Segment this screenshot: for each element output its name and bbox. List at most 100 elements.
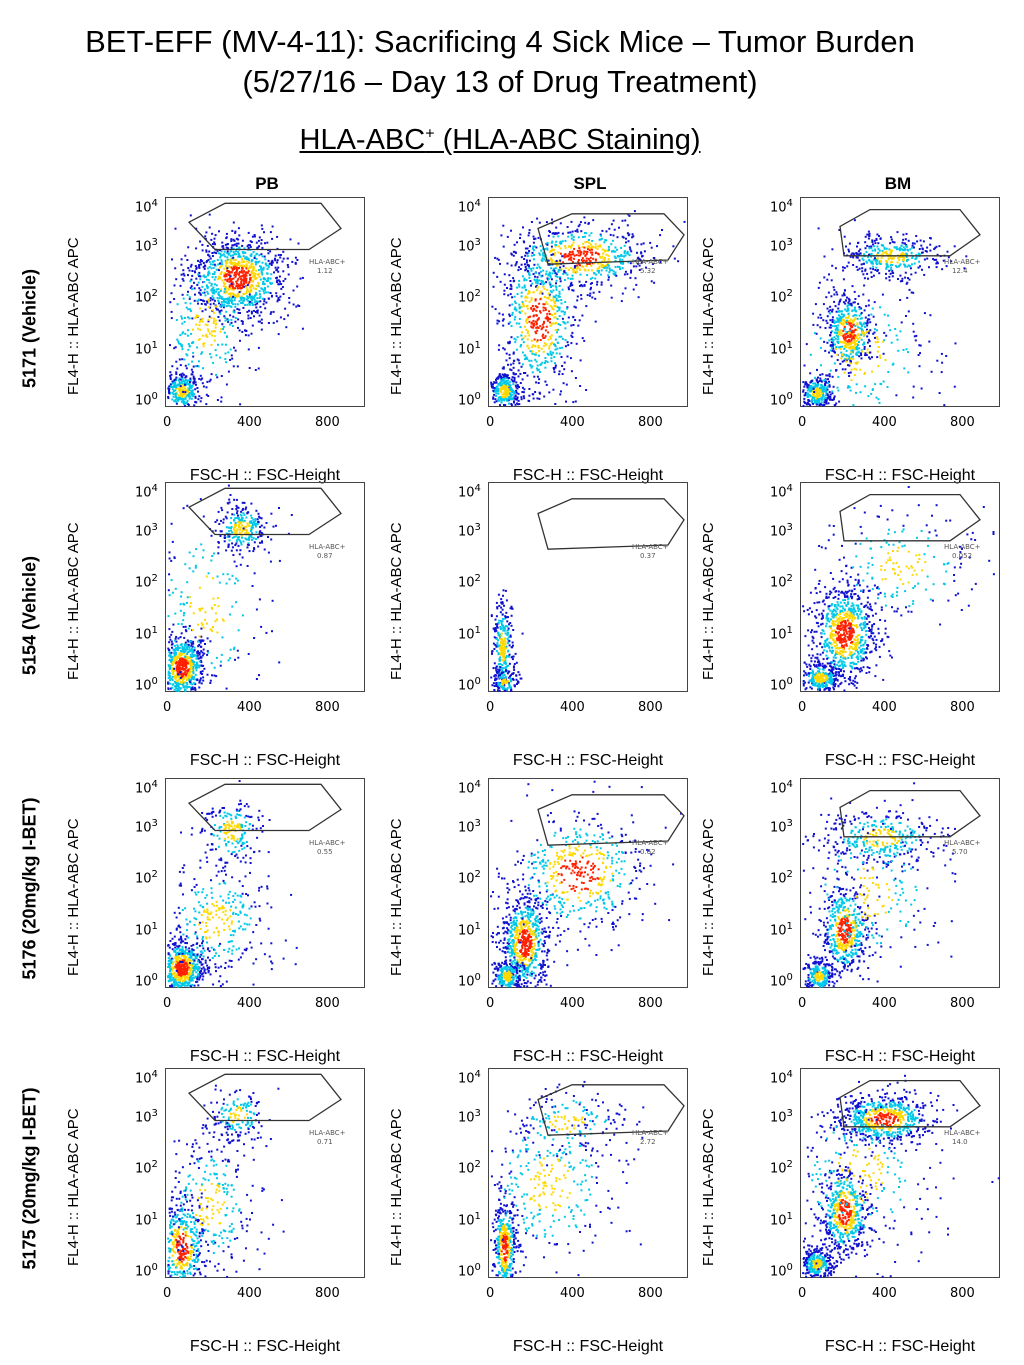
- data-point: [212, 322, 215, 325]
- data-points: [167, 213, 304, 407]
- data-point: [536, 306, 539, 309]
- data-point: [874, 336, 876, 339]
- data-point: [210, 289, 213, 292]
- data-point: [255, 291, 258, 294]
- data-point: [246, 295, 249, 298]
- data-point: [832, 398, 835, 401]
- data-point: [511, 380, 514, 383]
- data-point: [641, 255, 643, 258]
- data-point: [243, 526, 246, 529]
- data-point: [908, 278, 911, 281]
- data-point: [527, 347, 530, 350]
- data-point: [513, 379, 516, 382]
- data-point: [167, 389, 170, 392]
- data-point: [505, 391, 508, 394]
- data-point: [907, 258, 910, 261]
- data-point: [583, 250, 586, 253]
- data-point: [514, 302, 517, 305]
- data-point: [860, 349, 863, 352]
- data-point: [214, 234, 217, 237]
- data-point: [267, 264, 270, 267]
- data-point: [186, 403, 189, 405]
- data-point: [497, 392, 500, 395]
- data-point: [274, 254, 277, 257]
- data-point: [174, 378, 177, 381]
- data-point: [170, 317, 173, 320]
- data-point: [193, 404, 196, 407]
- data-point: [234, 535, 237, 538]
- data-point: [850, 304, 853, 307]
- data-point: [198, 265, 201, 268]
- data-point: [263, 282, 266, 285]
- data-point: [912, 385, 915, 388]
- data-point: [495, 392, 498, 395]
- data-point: [863, 284, 866, 287]
- data-point: [203, 667, 206, 670]
- data-point: [251, 522, 254, 524]
- data-point: [814, 376, 817, 379]
- scatter-panel: HLA-ABC+ 5.32 100 101 102 103 104 0 400 800 FL4-H …: [388, 197, 688, 484]
- data-point: [890, 266, 893, 269]
- data-point: [629, 276, 632, 279]
- data-point: [831, 325, 834, 328]
- data-point: [274, 266, 277, 269]
- data-point: [198, 680, 201, 683]
- data-point: [233, 268, 235, 270]
- data-point: [191, 687, 194, 690]
- data-point: [555, 232, 558, 235]
- data-point: [560, 302, 563, 305]
- plot-frame: [800, 197, 1000, 407]
- data-point: [213, 263, 216, 266]
- data-point: [843, 235, 846, 238]
- data-point: [514, 300, 516, 303]
- data-point: [246, 303, 249, 306]
- data-point: [534, 358, 537, 361]
- data-point: [586, 250, 589, 253]
- data-point: [845, 332, 848, 335]
- data-point: [197, 259, 199, 262]
- data-point: [236, 279, 239, 282]
- data-point: [889, 264, 892, 267]
- data-point: [576, 265, 579, 268]
- data-point: [259, 516, 262, 519]
- data-point: [538, 302, 541, 305]
- data-point: [811, 379, 814, 382]
- data-point: [559, 259, 562, 262]
- data-point: [246, 512, 249, 515]
- data-point: [217, 300, 220, 303]
- data-point: [294, 256, 297, 259]
- data-point: [555, 352, 558, 355]
- data-point: [556, 264, 559, 267]
- data-point: [929, 314, 932, 317]
- data-point: [228, 285, 231, 288]
- data-point: [575, 271, 578, 274]
- data-point: [559, 277, 562, 280]
- data-point: [215, 308, 218, 311]
- data-point: [173, 688, 176, 691]
- data-point: [588, 241, 591, 244]
- data-point: [244, 334, 247, 337]
- data-point: [219, 266, 221, 269]
- data-point: [190, 681, 193, 684]
- data-point: [232, 293, 235, 296]
- data-point: [901, 256, 904, 259]
- data-point: [182, 660, 185, 662]
- data-point: [576, 249, 579, 252]
- data-point: [854, 334, 857, 337]
- data-point: [172, 673, 175, 675]
- data-point: [617, 265, 619, 268]
- data-point: [213, 260, 216, 263]
- data-point: [855, 352, 858, 355]
- data-point: [503, 348, 506, 351]
- data-point: [561, 373, 564, 375]
- data-point: [846, 304, 849, 307]
- data-point: [511, 388, 513, 391]
- data-point: [547, 316, 550, 319]
- data-point: [919, 265, 921, 268]
- data-point: [913, 242, 916, 245]
- data-point: [550, 278, 553, 281]
- data-point: [257, 269, 260, 272]
- data-point: [249, 244, 251, 247]
- data-point: [510, 253, 513, 256]
- data-point: [234, 303, 237, 306]
